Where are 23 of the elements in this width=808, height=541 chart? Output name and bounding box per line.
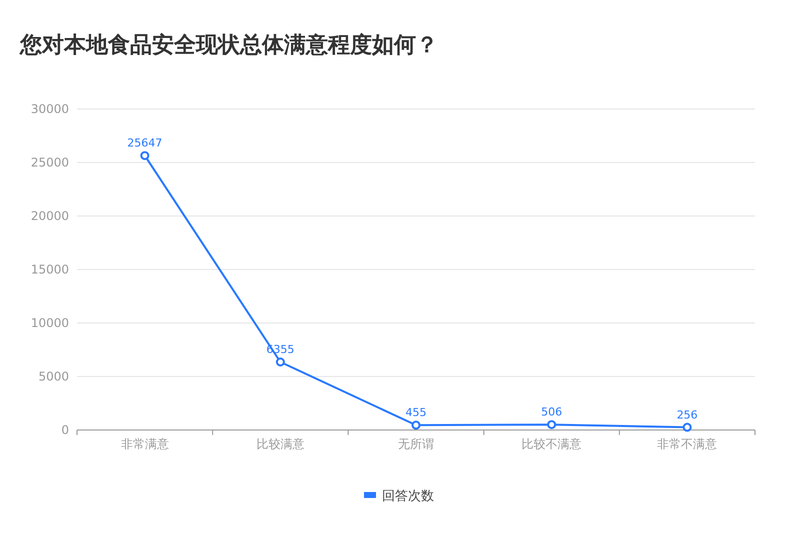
x-tick-label: 比较不满意: [522, 437, 582, 451]
data-label: 256: [676, 408, 698, 422]
point: [140, 151, 150, 160]
data-label: 506: [541, 406, 562, 419]
y-tick-label: 10000: [30, 316, 69, 330]
x-tick-label: 非常不满意: [657, 437, 718, 451]
y-tick-label: 30000: [30, 102, 69, 116]
y-tick-label: 25000: [30, 156, 69, 170]
x-tick-label: 比较满意: [256, 437, 304, 451]
legend-label: 回答次数: [382, 489, 434, 504]
x-tick-label: 无所谓: [398, 437, 434, 451]
point: [412, 420, 420, 430]
y-tick-label: 20000: [30, 209, 69, 223]
point: [276, 358, 285, 366]
chart-title: 您对本地食品安全现状总体满意程度如何？: [19, 32, 438, 58]
y-tick-label: 15000: [30, 262, 69, 276]
y-tick-label: 5000: [38, 370, 69, 384]
data-label: 25647: [127, 136, 162, 150]
x-tick-label: 非常满意: [120, 437, 169, 451]
y-tick-label: 0: [61, 423, 69, 437]
point: [682, 422, 692, 432]
data-label: 455: [406, 406, 426, 420]
point: [547, 420, 556, 430]
